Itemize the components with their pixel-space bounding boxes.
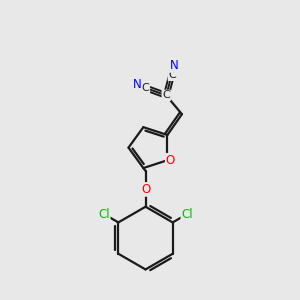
Text: Cl: Cl: [98, 208, 110, 221]
Text: O: O: [166, 154, 175, 167]
Text: C: C: [169, 70, 176, 80]
Text: C: C: [162, 90, 170, 100]
Text: N: N: [170, 59, 178, 72]
Text: C: C: [142, 83, 149, 93]
Text: O: O: [141, 183, 150, 196]
Text: N: N: [133, 78, 141, 91]
Text: Cl: Cl: [181, 208, 193, 221]
